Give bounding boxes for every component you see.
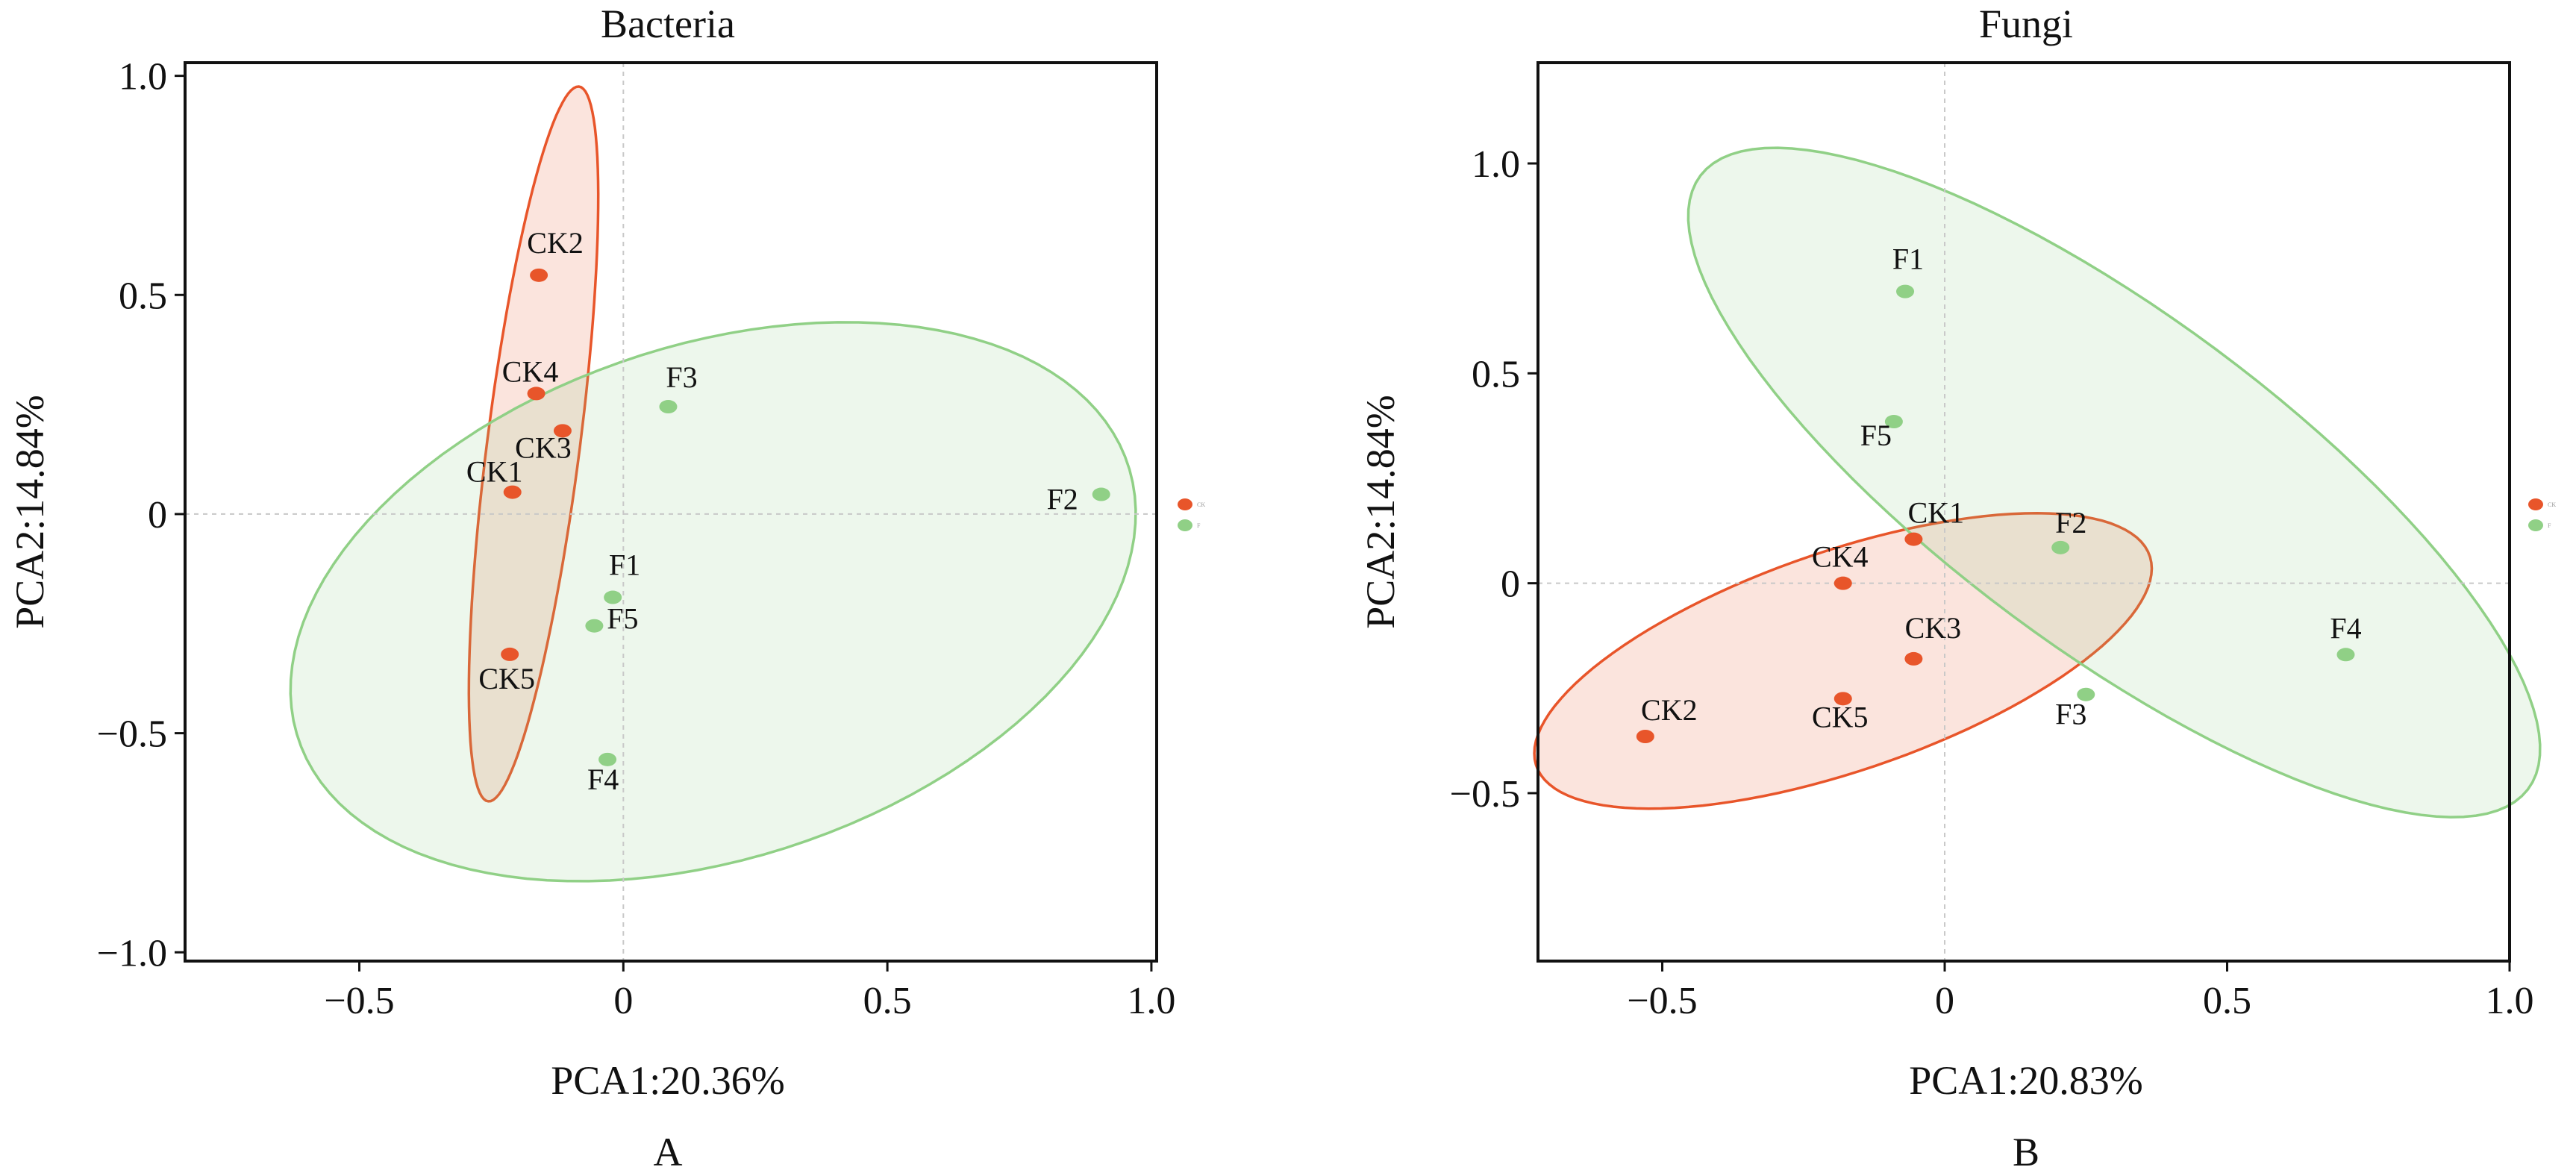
y-axis-title: PCA2:14.84% bbox=[1358, 395, 1403, 629]
legend-label-ck: CK bbox=[1197, 501, 1205, 508]
point-ck3 bbox=[1904, 651, 1923, 666]
confidence-ellipses bbox=[289, 85, 1137, 883]
x-tick-label: 1.0 bbox=[2486, 980, 2534, 1022]
chart-title: Bacteria bbox=[601, 1, 735, 46]
y-tick-label: −0.5 bbox=[1450, 773, 1520, 816]
fungi-panel: Fungi CK1 CK4 CK3 CK5 CK2 F1 F5 F2 F4 F3 −0.5 0 0.5… bbox=[1358, 1, 2556, 1170]
x-tick-label: 0.5 bbox=[2203, 980, 2251, 1022]
panel-label: B bbox=[2013, 1130, 2039, 1170]
confidence-ellipses bbox=[1533, 146, 2542, 819]
point-label-f2: F2 bbox=[2055, 506, 2086, 539]
point-f1 bbox=[1896, 284, 1915, 298]
ellipse-ck bbox=[467, 85, 600, 803]
point-label-f1: F1 bbox=[609, 548, 640, 582]
point-f2 bbox=[2051, 540, 2070, 554]
point-label-ck2: CK2 bbox=[1641, 693, 1698, 727]
x-tick-label: −0.5 bbox=[1627, 980, 1697, 1022]
point-label-ck3: CK3 bbox=[515, 431, 572, 464]
point-f3 bbox=[2077, 687, 2095, 701]
point-f3 bbox=[659, 400, 678, 414]
chart-title: Fungi bbox=[1979, 1, 2073, 46]
point-label-f2: F2 bbox=[1047, 483, 1078, 516]
legend-marker-ck bbox=[2528, 498, 2543, 510]
point-f5 bbox=[585, 619, 604, 633]
x-tick-label: −0.5 bbox=[324, 980, 394, 1022]
point-ck3 bbox=[553, 424, 572, 438]
legend: CK F bbox=[1178, 498, 1205, 531]
point-f4 bbox=[598, 752, 617, 766]
point-ck4 bbox=[1833, 576, 1852, 590]
legend-marker-f bbox=[1178, 519, 1192, 531]
gridlines bbox=[1538, 63, 2510, 961]
x-axis-title: PCA1:20.36% bbox=[551, 1058, 785, 1103]
point-label-f3: F3 bbox=[666, 360, 697, 394]
point-label-f3: F3 bbox=[2055, 698, 2086, 731]
y-tick-label: 0 bbox=[1501, 563, 1520, 606]
plot-frame bbox=[184, 61, 1158, 963]
point-label-f4: F4 bbox=[2330, 611, 2361, 645]
point-label-ck1: CK1 bbox=[466, 455, 523, 489]
point-label-f1: F1 bbox=[1892, 243, 1924, 276]
y-tick-label: 0 bbox=[148, 494, 167, 536]
x-tick-label: 0 bbox=[613, 980, 633, 1022]
legend: CK F bbox=[2528, 498, 2556, 531]
y-tick-label: −0.5 bbox=[97, 713, 167, 756]
legend-marker-f bbox=[2528, 519, 2543, 531]
x-axis-title: PCA1:20.83% bbox=[1909, 1058, 2143, 1103]
point-label-f5: F5 bbox=[607, 602, 638, 636]
y-axis-title: PCA2:14.84% bbox=[7, 395, 52, 629]
plot-frame bbox=[1536, 61, 2511, 963]
point-label-ck2: CK2 bbox=[527, 226, 584, 260]
point-f4 bbox=[2336, 648, 2355, 662]
point-ck5 bbox=[1833, 692, 1852, 706]
point-ck2 bbox=[530, 268, 548, 282]
legend-label-ck: CK bbox=[2548, 501, 2556, 508]
data-points: CK1 CK4 CK3 CK5 CK2 F1 F5 F2 F4 F3 bbox=[1636, 243, 2362, 743]
y-tick-label: 0.5 bbox=[1472, 353, 1520, 395]
axis-ticks: −0.5 0 0.5 1.0 −1.0 −0.5 0 0.5 1.0 bbox=[97, 56, 1176, 1022]
ellipse-f bbox=[289, 321, 1137, 883]
point-ck1 bbox=[1904, 532, 1923, 546]
point-f1 bbox=[604, 590, 622, 604]
legend-marker-ck bbox=[1178, 498, 1192, 510]
point-label-ck5: CK5 bbox=[478, 662, 535, 695]
point-ck2 bbox=[1636, 730, 1654, 743]
axis-ticks: −0.5 0 0.5 1.0 −0.5 0 0.5 1.0 bbox=[1450, 143, 2534, 1022]
point-label-f5: F5 bbox=[1860, 419, 1892, 452]
point-f5 bbox=[1884, 415, 1903, 429]
point-ck4 bbox=[527, 387, 545, 401]
x-tick-label: 1.0 bbox=[1127, 980, 1175, 1022]
point-label-f4: F4 bbox=[587, 763, 619, 796]
panel-label: A bbox=[654, 1130, 683, 1170]
point-ck1 bbox=[503, 485, 522, 499]
point-ck5 bbox=[501, 647, 519, 661]
ellipse-f bbox=[1686, 146, 2542, 819]
point-label-ck5: CK5 bbox=[1812, 700, 1869, 733]
y-tick-label: 1.0 bbox=[1472, 143, 1520, 186]
x-tick-label: 0.5 bbox=[863, 980, 912, 1022]
legend-label-f: F bbox=[2548, 522, 2551, 529]
x-tick-label: 0 bbox=[1935, 980, 1954, 1022]
point-label-ck1: CK1 bbox=[1908, 496, 1965, 530]
point-label-ck3: CK3 bbox=[1905, 611, 1962, 645]
point-f2 bbox=[1092, 487, 1110, 501]
y-tick-label: 1.0 bbox=[119, 56, 167, 98]
point-label-ck4: CK4 bbox=[1812, 540, 1869, 574]
y-tick-label: −1.0 bbox=[97, 932, 167, 975]
gridlines bbox=[185, 63, 1157, 961]
y-tick-label: 0.5 bbox=[119, 275, 167, 317]
ellipse-ck bbox=[1533, 512, 2154, 810]
point-label-ck4: CK4 bbox=[502, 354, 559, 388]
legend-label-f: F bbox=[1197, 522, 1201, 529]
